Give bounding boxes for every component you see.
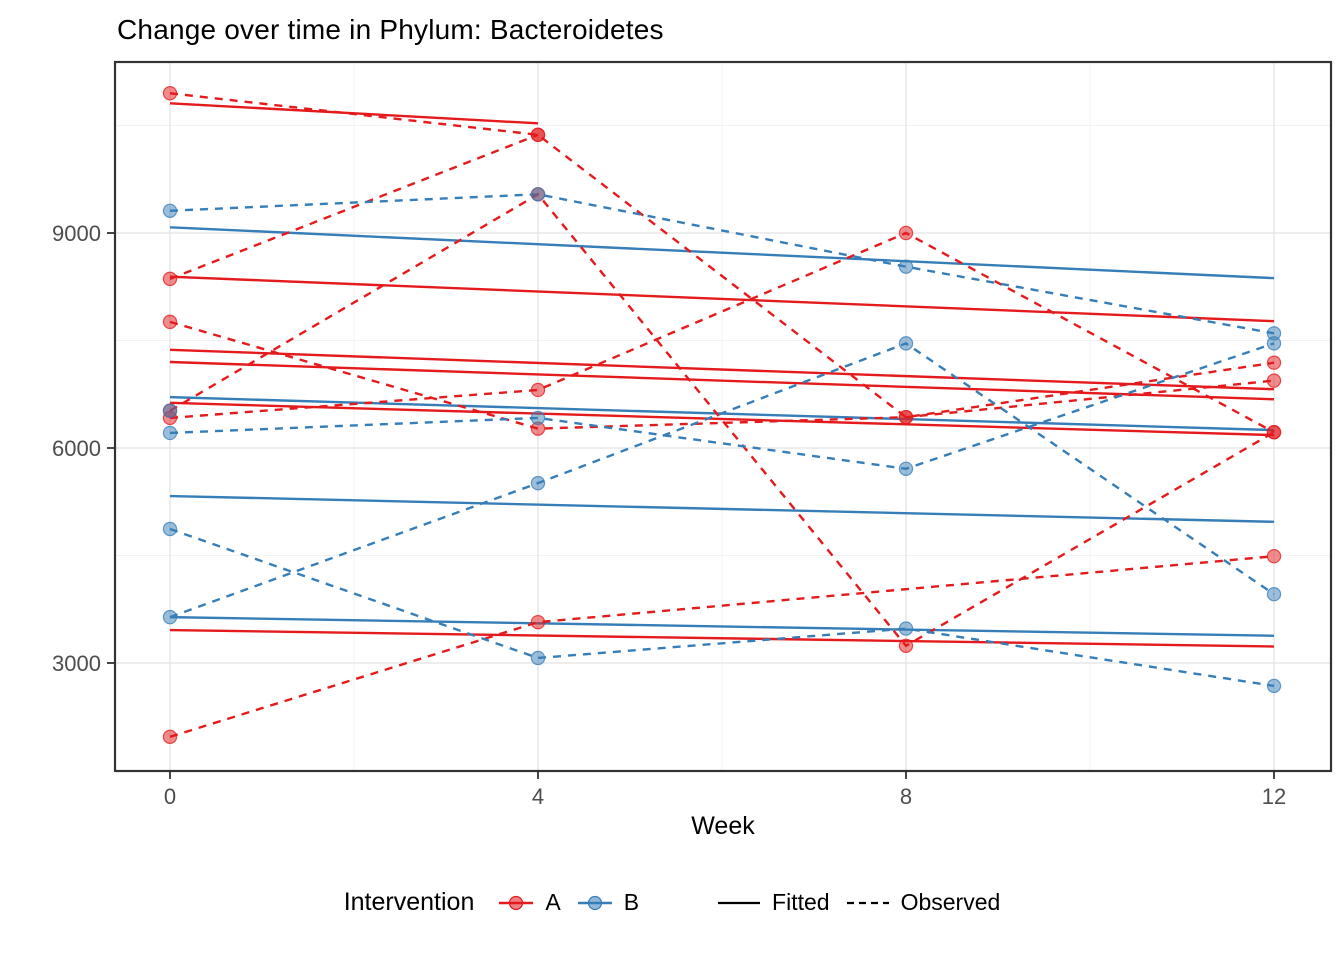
data-point-b [1266,587,1282,602]
data-point-a [898,638,914,654]
data-point-b [898,621,914,636]
data-point-b [1266,678,1282,694]
data-point-a [530,382,546,398]
observed-line-a [169,192,1275,648]
legend-item-observed: Observed [844,889,1001,917]
fitted-line-b [169,226,1275,280]
dashed-line-icon [846,901,889,904]
observed-line-a [169,231,1275,434]
data-point-a [162,271,178,287]
fitted-line-a [169,348,1275,391]
x-tick-label: 4 [532,784,544,809]
observed-line-b [169,342,1275,471]
data-point-a [162,86,178,101]
x-tick-label: 0 [164,784,176,809]
legend-title: Intervention [343,888,475,916]
fitted-line-a [169,401,1275,437]
data-point-a [1266,355,1282,370]
data-point-a [1266,425,1282,440]
data-point-b [162,203,178,218]
y-tick-label: 9000 [52,221,101,246]
x-tick-label: 8 [900,784,912,809]
observed-line-a [169,92,1275,419]
data-point-a [898,409,914,425]
data-point-b [530,410,546,426]
legend-item-fitted: Fitted [715,889,830,917]
data-point-b [162,521,178,537]
legend-key-b-icon [577,895,612,910]
fitted-line-a [169,275,1275,323]
observed-line-b [169,527,1275,688]
legend-label-b: B [623,889,640,915]
observed-line-b [169,193,1275,335]
fitted-line-a [169,360,1275,401]
y-tick-label: 3000 [52,651,101,676]
observed-line-a [169,133,539,280]
x-tick-label: 12 [1262,784,1286,809]
observed-line-a [169,320,1275,430]
data-point-b [162,609,178,625]
fitted-line-a [169,628,1275,648]
legend: Intervention A B Fitted Observed [0,888,1344,917]
data-point-b [898,259,914,274]
data-point-a [530,127,546,143]
data-point-a [1266,549,1282,564]
data-point-a [530,614,546,630]
observed-line-b [169,342,1275,619]
data-point-b [530,650,546,666]
legend-key-a-icon [499,895,534,910]
data-point-b [898,461,914,476]
legend-item-group-a: A [496,889,561,917]
data-point-b [898,336,914,351]
x-axis-title: Week [691,812,755,840]
y-tick-label: 6000 [52,436,101,461]
data-point-a [162,314,178,330]
plot-panel [115,62,1331,771]
data-point-b [162,403,178,418]
chart-title: Change over time in Phylum: Bacteroidete… [117,14,664,45]
legend-label-a: A [545,889,561,915]
panel-border [113,60,1333,773]
data-point-b [162,425,178,441]
fitted-line-b [169,615,1275,637]
legend-label-observed: Observed [900,889,1001,915]
data-point-a [162,729,178,745]
solid-line-icon [718,901,761,904]
legend-label-fitted: Fitted [772,889,830,915]
data-point-b [1266,336,1282,351]
data-point-a [898,225,914,241]
fitted-line-b [169,494,1275,524]
data-point-b [530,187,546,202]
legend-item-group-b: B [575,889,639,917]
data-point-b [530,475,546,491]
data-point-a [1266,373,1282,388]
